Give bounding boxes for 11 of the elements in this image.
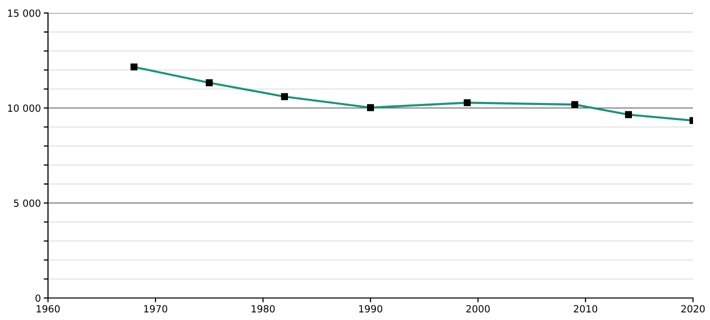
y-tick-label: 10 000	[8, 104, 40, 112]
x-tick-label: 2000	[466, 305, 490, 312]
x-tick-label: 1980	[252, 305, 275, 312]
x-tick-label: 1990	[359, 305, 382, 312]
x-tick-label: 2010	[574, 305, 598, 312]
x-tick-label: 1960	[36, 305, 60, 312]
y-tick-label: 0	[36, 294, 40, 302]
x-tick-label: 2020	[681, 305, 705, 312]
y-tick-label: 15 000	[8, 9, 40, 17]
y-tick-label: 5 000	[14, 199, 40, 207]
x-tick-label: 1970	[144, 305, 168, 312]
